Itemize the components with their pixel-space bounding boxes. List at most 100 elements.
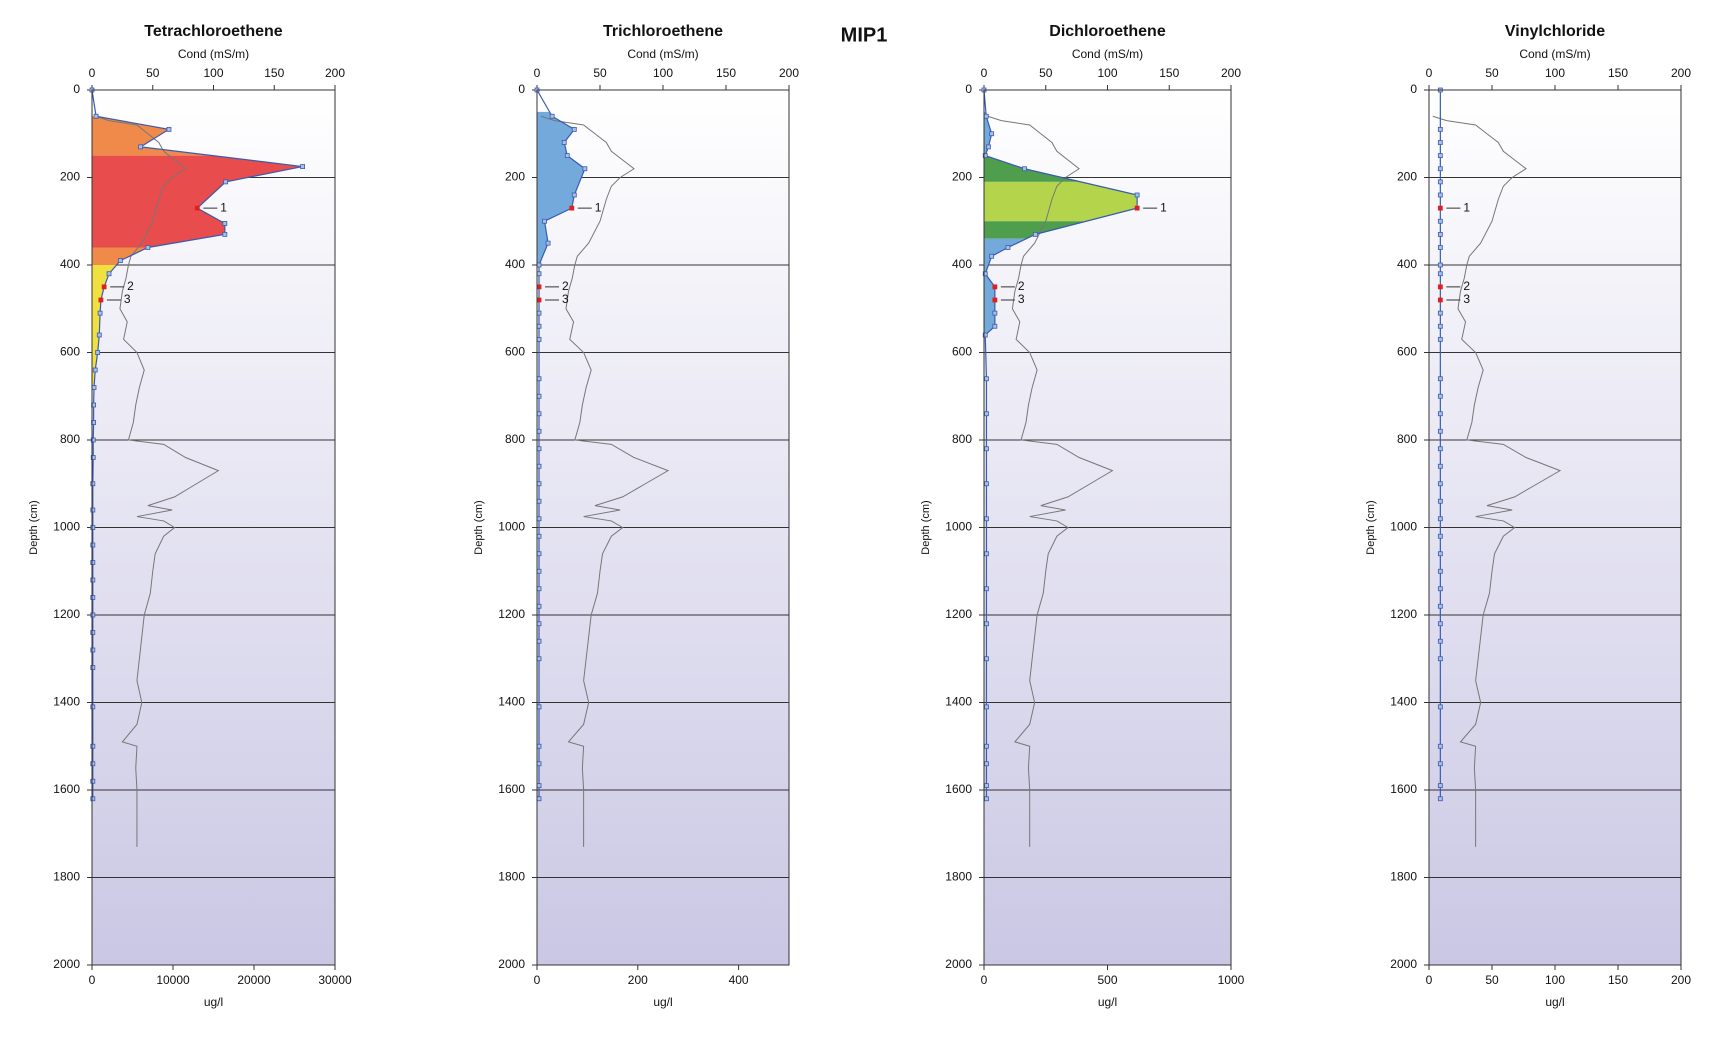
concentration-marker — [536, 704, 542, 710]
plot-frame — [1428, 89, 1682, 966]
x-axis-label: ug/l — [1098, 995, 1117, 1009]
y-tick-label: 1000 — [945, 520, 972, 534]
concentration-marker — [222, 231, 228, 237]
concentration-marker — [536, 310, 542, 316]
concentration-marker — [536, 743, 542, 749]
concentration-marker — [1437, 393, 1443, 399]
y-tick-label: 2000 — [1390, 957, 1417, 971]
sample-label: 2 — [1018, 279, 1025, 293]
concentration-marker — [984, 704, 989, 710]
y-tick-label: 200 — [60, 170, 80, 184]
y-tick-label: 1800 — [945, 870, 972, 884]
concentration-marker — [992, 284, 998, 290]
conductivity-line — [1432, 115, 1562, 847]
y-tick-label: 1600 — [498, 782, 525, 796]
concentration-marker — [90, 437, 96, 443]
concentration-marker — [984, 796, 989, 802]
concentration-marker — [571, 126, 577, 132]
concentration-marker — [90, 455, 96, 460]
concentration-marker — [536, 376, 542, 382]
conductivity-line — [95, 115, 220, 847]
concentration-marker — [536, 446, 542, 452]
y-tick-label: 1200 — [1390, 607, 1417, 621]
concentration-marker — [536, 796, 542, 802]
x2-tick-label: 200 — [325, 66, 345, 80]
x2-tick-label: 50 — [593, 66, 607, 80]
concentration-marker — [984, 516, 989, 522]
x2-axis-label: Cond (mS/m) — [1519, 47, 1590, 61]
concentration-marker — [1437, 704, 1443, 710]
x-tick-label: 0 — [1426, 973, 1433, 987]
x2-tick-label: 150 — [716, 66, 736, 80]
concentration-marker — [984, 656, 989, 662]
x-tick-label: 200 — [1671, 973, 1691, 987]
concentration-marker — [536, 481, 542, 487]
concentration-marker — [90, 647, 96, 653]
y-tick-label: 1400 — [1390, 695, 1417, 709]
concentration-band — [984, 181, 1138, 222]
concentration-marker — [90, 665, 96, 670]
sample-label: 2 — [127, 279, 134, 293]
concentration-marker — [1022, 166, 1027, 172]
y-tick-label: 400 — [1397, 257, 1417, 271]
concentration-marker — [1134, 205, 1140, 211]
y-tick-label: 200 — [1397, 170, 1417, 184]
x2-tick-label: 200 — [1221, 66, 1241, 80]
concentration-marker — [1437, 656, 1443, 662]
concentration-marker — [1437, 126, 1443, 132]
concentration-marker — [984, 743, 989, 749]
concentration-marker — [1005, 245, 1011, 250]
concentration-marker — [1437, 551, 1443, 557]
x-tick-label: 200 — [628, 973, 648, 987]
concentration-band — [984, 155, 1081, 182]
sample-label: 1 — [1160, 200, 1167, 214]
concentration-marker — [1437, 411, 1443, 417]
y-tick-label: 2000 — [945, 957, 972, 971]
x2-tick-label: 0 — [89, 66, 96, 80]
chart-title: Trichloroethene — [603, 23, 723, 40]
concentration-marker — [1437, 446, 1443, 452]
sample-label: 3 — [1018, 292, 1025, 306]
concentration-marker — [145, 245, 151, 250]
y-tick-label: 200 — [952, 170, 972, 184]
concentration-marker — [984, 551, 989, 557]
x2-tick-label: 50 — [1039, 66, 1053, 80]
concentration-marker — [300, 164, 306, 169]
concentration-marker — [90, 796, 96, 802]
x2-tick-label: 0 — [981, 66, 988, 80]
x2-axis-label: Cond (mS/m) — [1072, 47, 1143, 61]
concentration-band — [537, 111, 585, 265]
concentration-marker — [1134, 192, 1140, 198]
concentration-marker — [1437, 297, 1443, 303]
concentration-marker — [983, 113, 989, 119]
concentration-marker — [982, 332, 988, 338]
y-tick-label: 800 — [60, 432, 80, 446]
concentration-marker — [138, 144, 144, 150]
y-tick-label: 2000 — [498, 957, 525, 971]
concentration-marker — [90, 778, 96, 784]
x-axis-label: ug/l — [653, 995, 672, 1009]
chart-title: Dichloroethene — [1049, 23, 1166, 40]
x-axis-label: ug/l — [204, 995, 223, 1009]
concentration-marker — [992, 323, 998, 329]
concentration-marker — [536, 516, 542, 522]
concentration-marker — [90, 481, 96, 487]
concentration-marker — [536, 568, 542, 574]
concentration-marker — [1437, 166, 1443, 172]
concentration-marker — [90, 743, 96, 749]
concentration-marker — [536, 428, 542, 434]
y-tick-label: 1000 — [1390, 520, 1417, 534]
concentration-marker — [101, 284, 107, 290]
concentration-marker — [166, 126, 172, 132]
concentration-marker — [536, 603, 542, 609]
x-tick-label: 50 — [1485, 973, 1499, 987]
y-tick-label: 800 — [1397, 432, 1417, 446]
y-tick-label: 1800 — [498, 870, 525, 884]
concentration-marker — [982, 153, 988, 159]
conductivity-line — [540, 115, 670, 847]
x2-tick-label: 100 — [203, 66, 223, 80]
concentration-marker — [1032, 231, 1038, 237]
concentration-marker — [571, 192, 577, 198]
concentration-marker — [1437, 205, 1443, 211]
concentration-marker — [1437, 761, 1443, 767]
